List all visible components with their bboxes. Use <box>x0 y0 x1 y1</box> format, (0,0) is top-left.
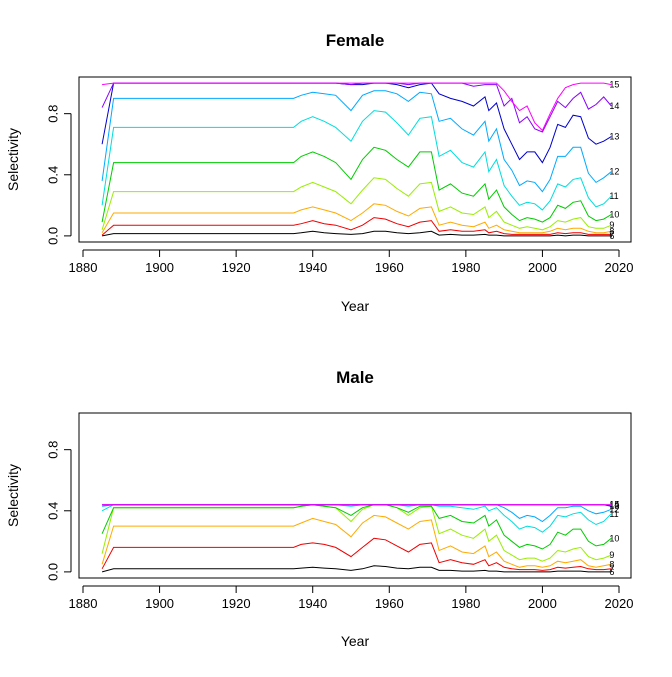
series-line-14 <box>101 82 612 133</box>
series-line-6 <box>102 230 612 237</box>
x-tick-label: 2020 <box>605 596 634 611</box>
series-line-9 <box>101 177 612 231</box>
series-label-8: 8 <box>609 226 614 236</box>
series-label-11: 11 <box>609 191 618 201</box>
chart-panel-male: Male 1880 1900 1920 1940 1960 1980 2000 2020 0.0 0… <box>5 368 633 649</box>
series-label-9: 9 <box>609 220 614 230</box>
series-line-9 <box>101 504 612 562</box>
y-tick-label: 0.4 <box>45 166 60 184</box>
x-tick-label: 1940 <box>298 260 327 275</box>
y-tick-label: 0.8 <box>45 105 60 123</box>
x-tick-label: 2000 <box>528 596 557 611</box>
series-line-15 <box>102 82 612 132</box>
x-tick-label: 1920 <box>222 260 251 275</box>
chart-title: Female <box>326 31 385 50</box>
x-tick-label: 1940 <box>298 596 327 611</box>
series-line-10 <box>101 504 612 550</box>
series-line-11 <box>101 504 612 533</box>
x-tick-label: 2000 <box>528 260 557 275</box>
y-tick-label: 0.0 <box>45 227 60 245</box>
series-label-8: 8 <box>609 559 614 569</box>
y-tick-label: 0.4 <box>45 502 60 520</box>
series-line-6 <box>101 565 612 573</box>
series-label-7: 7 <box>609 229 614 239</box>
y-axis-label: Selectivity <box>5 464 21 527</box>
chart-title: Male <box>336 368 374 387</box>
series-label-14: 14 <box>609 500 619 510</box>
series-label-6: 6 <box>609 567 614 577</box>
x-axis-label: Year <box>341 633 370 649</box>
series-label-10: 10 <box>609 210 619 220</box>
y-tick-label: 0.0 <box>45 563 60 581</box>
y-tick-label: 0.8 <box>45 441 60 459</box>
series-line-8 <box>101 203 612 234</box>
x-tick-label: 1880 <box>69 596 98 611</box>
series-label-12: 12 <box>609 167 619 177</box>
series-label-15: 15 <box>609 80 619 90</box>
series-label-13: 13 <box>609 501 619 511</box>
series-label-14: 14 <box>609 101 619 111</box>
series-label-9: 9 <box>609 550 614 560</box>
x-tick-label: 1960 <box>375 596 404 611</box>
x-tick-label: 1900 <box>145 596 174 611</box>
x-tick-label: 1980 <box>451 260 480 275</box>
x-tick-label: 1980 <box>451 596 480 611</box>
plot-frame <box>78 76 632 243</box>
x-tick-label: 1920 <box>222 596 251 611</box>
series-line-12 <box>101 90 612 193</box>
x-tick-label: 2020 <box>605 260 634 275</box>
x-tick-label: 1900 <box>145 260 174 275</box>
series-label-15: 15 <box>609 500 619 510</box>
series-label-11: 11 <box>609 509 618 519</box>
series-label-10: 10 <box>609 533 619 543</box>
series-line-7 <box>101 217 612 236</box>
series-line-7 <box>101 537 612 571</box>
x-tick-label: 1960 <box>375 260 404 275</box>
series-label-6: 6 <box>609 231 614 241</box>
x-axis-label: Year <box>341 298 370 314</box>
y-axis-label: Selectivity <box>5 128 21 191</box>
x-tick-label: 1880 <box>69 260 98 275</box>
chart-panel-female: Female 1880 1900 1920 1940 1960 1980 2000 2020 0.… <box>5 31 633 314</box>
series-line-10 <box>101 146 612 223</box>
series-line-8 <box>101 514 612 568</box>
series-label-12: 12 <box>609 504 619 514</box>
plot-frame <box>78 412 632 579</box>
series-line-11 <box>101 110 612 211</box>
series-label-13: 13 <box>609 132 619 142</box>
series-label-7: 7 <box>609 564 614 574</box>
